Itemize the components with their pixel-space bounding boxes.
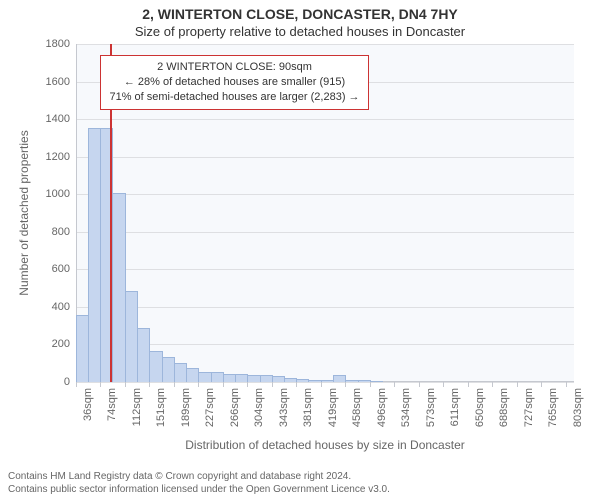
x-tick (247, 382, 248, 387)
x-tick (370, 382, 371, 387)
y-tick-label: 800 (52, 226, 76, 238)
x-tick-label: 74sqm (106, 388, 118, 421)
x-tick-label: 151sqm (155, 388, 167, 427)
chart-footer: Contains HM Land Registry data © Crown c… (8, 471, 390, 496)
x-tick-label: 381sqm (302, 388, 314, 427)
annotation-line-3: 71% of semi-detached houses are larger (… (109, 90, 359, 105)
chart-title: 2, WINTERTON CLOSE, DONCASTER, DN4 7HY (0, 0, 600, 22)
x-tick-label: 688sqm (498, 388, 510, 427)
x-tick (517, 382, 518, 387)
y-tick-label: 400 (52, 301, 76, 313)
y-tick-label: 1600 (46, 76, 76, 88)
x-tick (223, 382, 224, 387)
annotation-line-1: 2 WINTERTON CLOSE: 90sqm (109, 60, 359, 75)
gridline-h (76, 344, 574, 345)
gridline-h (76, 307, 574, 308)
x-tick (174, 382, 175, 387)
chart-subtitle: Size of property relative to detached ho… (0, 22, 600, 39)
gridline-h (76, 382, 574, 383)
x-tick-label: 458sqm (351, 388, 363, 427)
x-tick-label: 534sqm (400, 388, 412, 427)
x-tick (76, 382, 77, 387)
x-tick-label: 36sqm (82, 388, 94, 421)
x-tick-label: 803sqm (572, 388, 584, 427)
x-tick-label: 343sqm (278, 388, 290, 427)
x-tick (419, 382, 420, 387)
x-tick-label: 496sqm (376, 388, 388, 427)
y-tick-label: 200 (52, 338, 76, 350)
gridline-h (76, 157, 574, 158)
gridline-h (76, 232, 574, 233)
histogram-bar (370, 381, 383, 382)
annotation-line-2: ← 28% of detached houses are smaller (91… (109, 75, 359, 90)
gridline-h (76, 44, 574, 45)
histogram-bar (321, 380, 335, 382)
x-tick-label: 266sqm (229, 388, 241, 427)
x-tick-label: 304sqm (253, 388, 265, 427)
x-tick-label: 765sqm (547, 388, 559, 427)
x-tick-label: 419sqm (327, 388, 339, 427)
x-tick (345, 382, 346, 387)
x-tick (149, 382, 150, 387)
annotation-box: 2 WINTERTON CLOSE: 90sqm← 28% of detache… (100, 55, 368, 110)
x-tick-label: 227sqm (204, 388, 216, 427)
x-tick (125, 382, 126, 387)
x-tick (443, 382, 444, 387)
x-tick (198, 382, 199, 387)
y-tick-label: 1200 (46, 151, 76, 163)
gridline-h (76, 194, 574, 195)
x-tick (272, 382, 273, 387)
y-tick-label: 1800 (46, 38, 76, 50)
histogram-bar (198, 372, 212, 382)
plot-area: 02004006008001000120014001600180036sqm74… (76, 44, 574, 382)
x-tick (468, 382, 469, 387)
histogram-bar (137, 328, 151, 382)
x-tick-label: 650sqm (474, 388, 486, 427)
x-tick (296, 382, 297, 387)
x-tick (100, 382, 101, 387)
x-tick (394, 382, 395, 387)
x-tick (321, 382, 322, 387)
y-tick-label: 1400 (46, 113, 76, 125)
footer-line-2: Contains public sector information licen… (8, 484, 390, 497)
x-tick (492, 382, 493, 387)
histogram-bar (247, 375, 261, 382)
y-axis-title: Number of detached properties (17, 130, 31, 295)
y-tick-label: 0 (64, 376, 76, 388)
x-axis-title: Distribution of detached houses by size … (185, 438, 465, 452)
gridline-h (76, 269, 574, 270)
x-tick-label: 189sqm (180, 388, 192, 427)
x-tick-label: 573sqm (425, 388, 437, 427)
gridline-h (76, 119, 574, 120)
x-tick (566, 382, 567, 387)
x-tick-label: 727sqm (523, 388, 535, 427)
y-tick-label: 1000 (46, 188, 76, 200)
x-tick (541, 382, 542, 387)
y-tick-label: 600 (52, 263, 76, 275)
x-tick-label: 611sqm (449, 388, 461, 426)
footer-line-1: Contains HM Land Registry data © Crown c… (8, 471, 390, 484)
x-tick-label: 112sqm (131, 388, 143, 426)
